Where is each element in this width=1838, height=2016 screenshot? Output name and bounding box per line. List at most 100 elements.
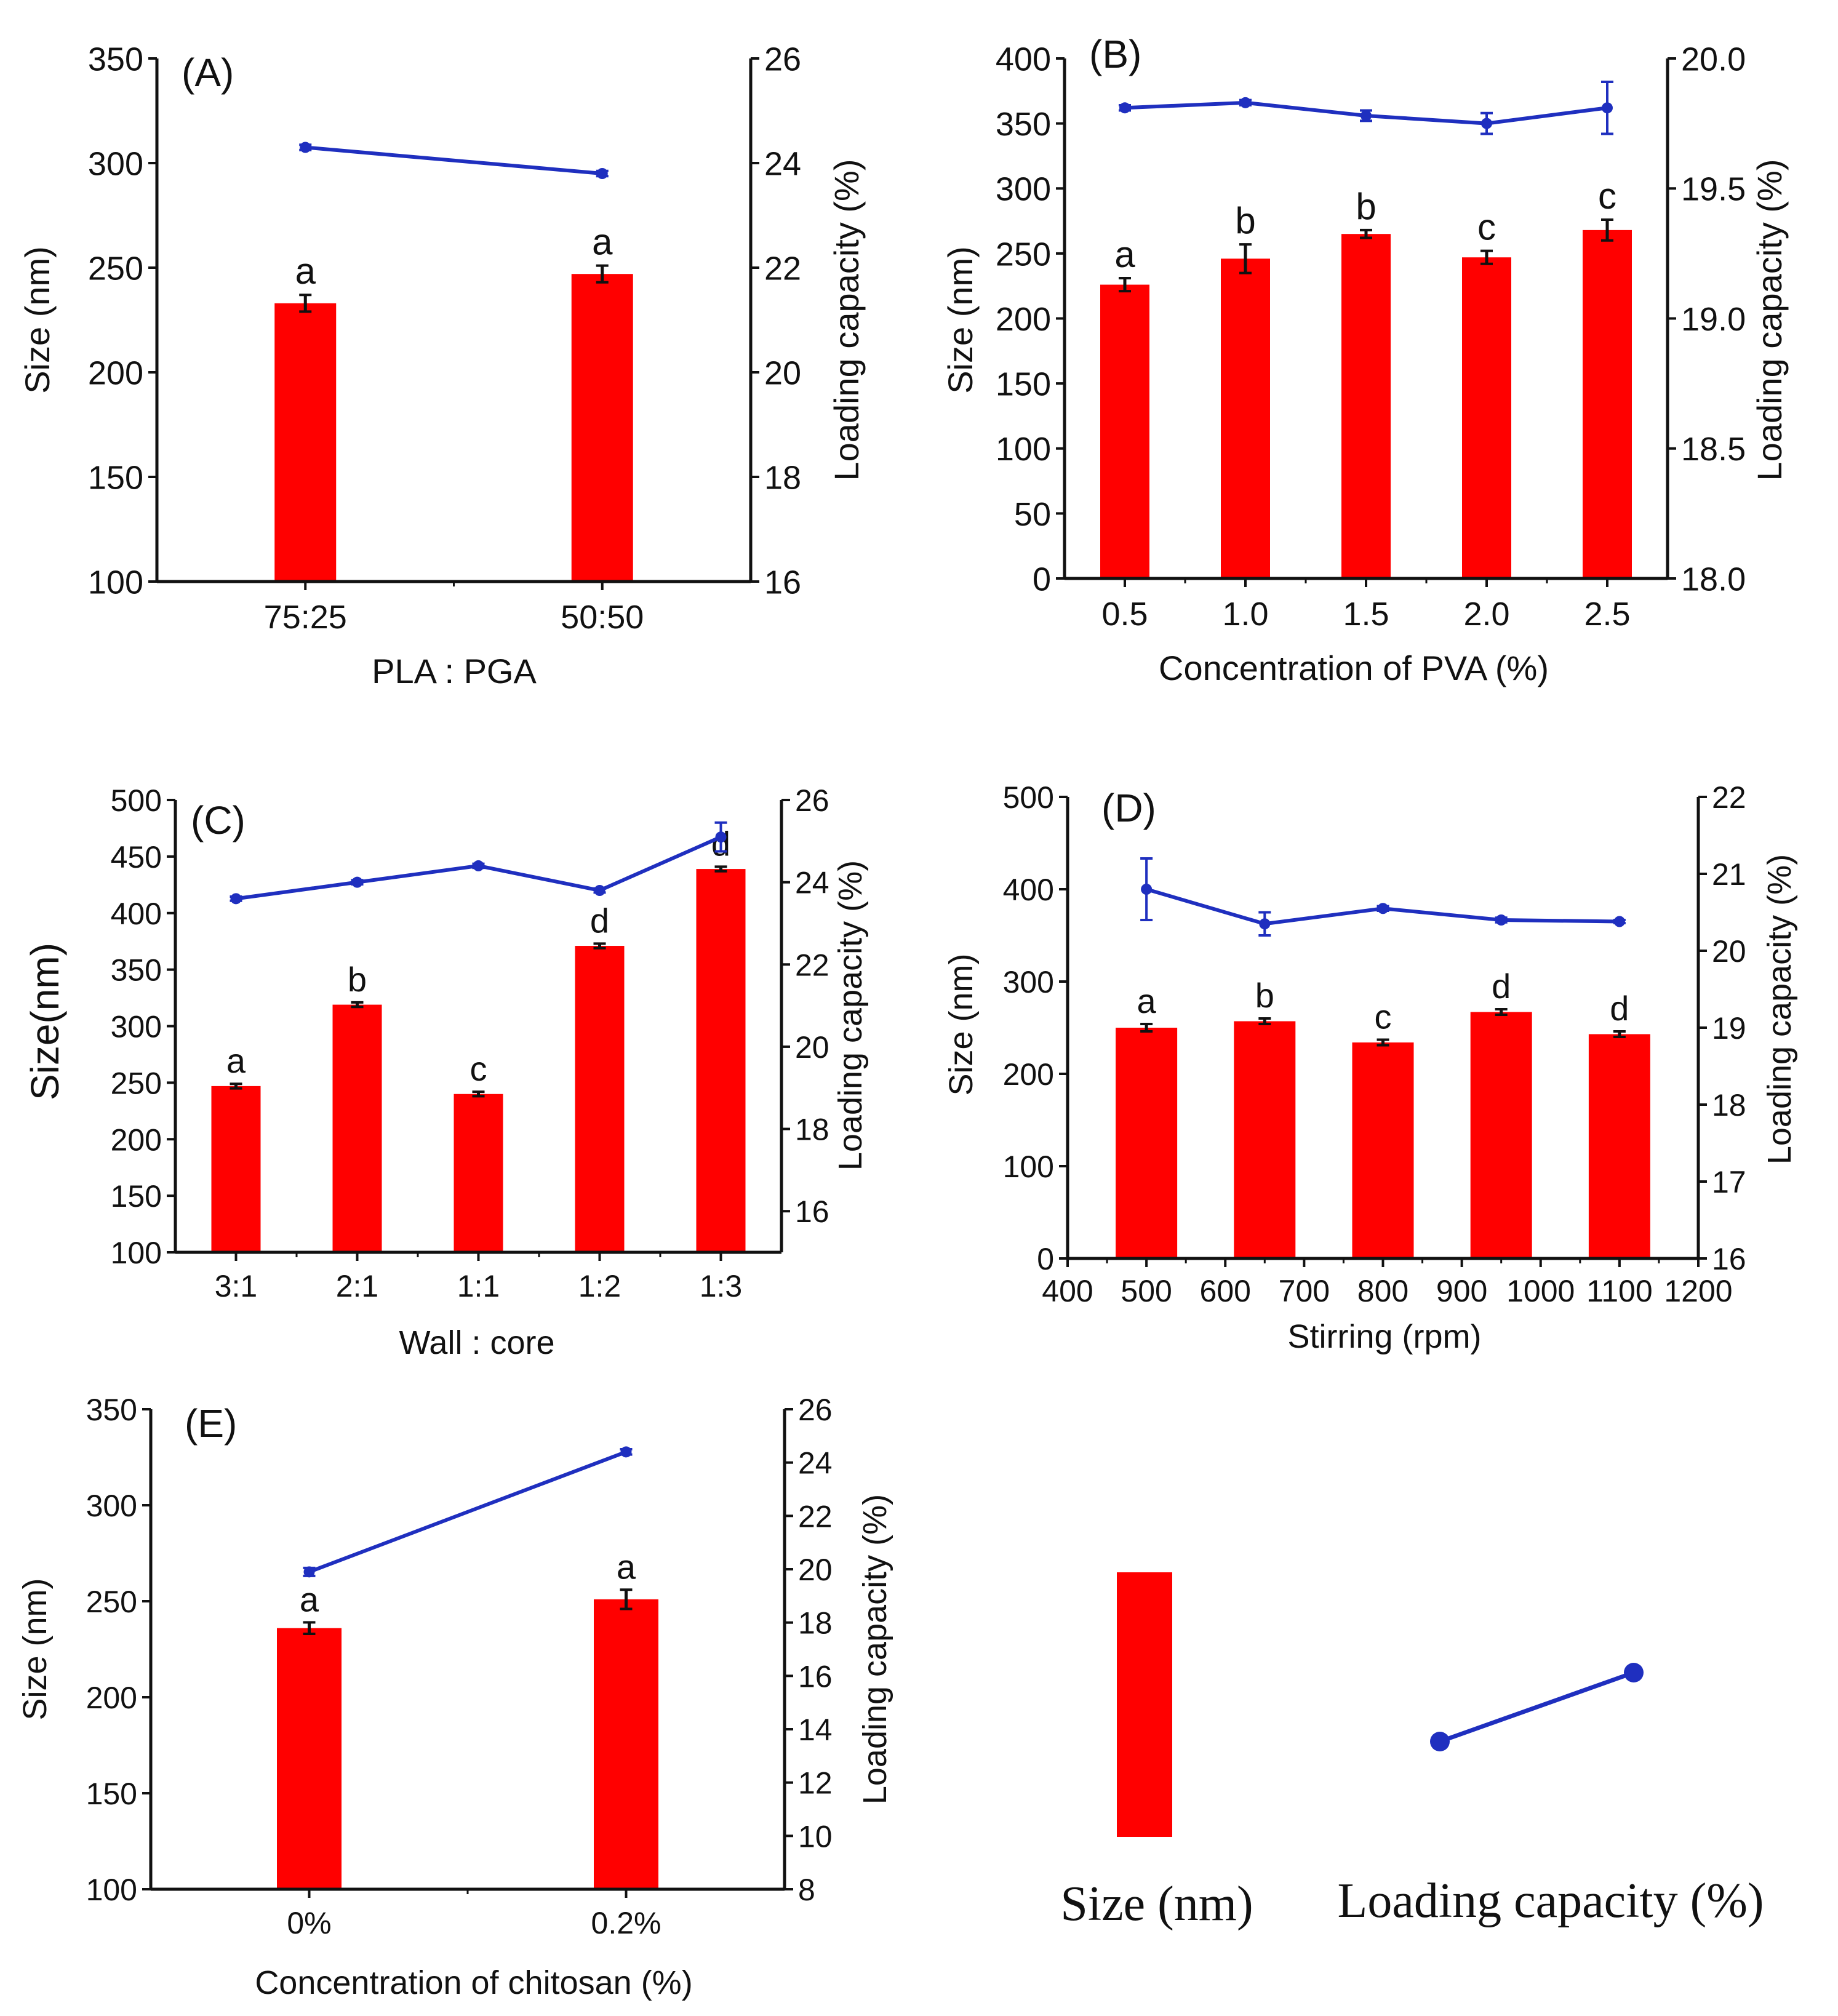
significance-letter: b bbox=[348, 960, 367, 999]
loading-capacity-point bbox=[300, 142, 311, 153]
x-tick-label: 2:1 bbox=[336, 1269, 379, 1303]
size-bar bbox=[274, 303, 337, 582]
legend-size-swatch bbox=[1117, 1572, 1172, 1837]
left-y-axis-title: Size (nm) bbox=[18, 246, 57, 394]
right-y-tick-label: 16 bbox=[764, 564, 801, 601]
left-y-tick-label: 300 bbox=[1003, 965, 1054, 999]
right-y-tick-label: 19 bbox=[1712, 1011, 1746, 1046]
legend-loading-label: Loading capacity (%) bbox=[1337, 1874, 1764, 1928]
right-y-tick-label: 22 bbox=[1712, 780, 1746, 815]
right-y-tick-label: 20 bbox=[764, 354, 801, 391]
left-y-tick-label: 300 bbox=[86, 1489, 137, 1523]
x-tick-label: 1:1 bbox=[457, 1269, 500, 1303]
x-axis-title: Concentration of PVA (%) bbox=[1159, 649, 1549, 687]
x-tick-label: 2.0 bbox=[1463, 596, 1509, 633]
size-bar bbox=[1221, 258, 1270, 578]
right-y-tick-label: 20 bbox=[1712, 934, 1746, 969]
left-y-tick-label: 100 bbox=[1003, 1150, 1054, 1184]
loading-capacity-point bbox=[1495, 914, 1507, 926]
x-axis-title: PLA : PGA bbox=[372, 652, 537, 690]
left-y-tick-label: 300 bbox=[88, 145, 143, 182]
x-tick-label: 50:50 bbox=[561, 599, 644, 636]
right-y-tick-label: 17 bbox=[1712, 1165, 1746, 1199]
significance-letter: d bbox=[1610, 989, 1629, 1028]
left-y-axis-title: Size (nm) bbox=[943, 953, 980, 1095]
right-y-tick-label: 22 bbox=[798, 1499, 833, 1534]
significance-letter: a bbox=[1137, 982, 1157, 1020]
left-y-tick-label: 500 bbox=[111, 783, 162, 818]
right-y-tick-label: 8 bbox=[798, 1873, 815, 1907]
significance-letter: b bbox=[1356, 186, 1376, 227]
x-tick-label: 0.5 bbox=[1101, 596, 1148, 633]
size-bar bbox=[1470, 1012, 1532, 1258]
left-y-tick-label: 400 bbox=[1003, 873, 1054, 907]
significance-letter: a bbox=[1114, 234, 1135, 275]
left-y-tick-label: 250 bbox=[111, 1066, 162, 1100]
loading-capacity-point bbox=[1602, 102, 1613, 114]
right-y-axis-title: Loading capacity (%) bbox=[832, 860, 869, 1170]
size-bar bbox=[1234, 1021, 1296, 1258]
significance-letter: a bbox=[295, 250, 316, 292]
right-y-tick-label: 14 bbox=[798, 1713, 833, 1747]
right-y-axis-title: Loading capacity (%) bbox=[1750, 159, 1789, 481]
right-y-tick-label: 20 bbox=[795, 1030, 829, 1065]
right-y-tick-label: 18 bbox=[795, 1113, 829, 1147]
left-y-tick-label: 50 bbox=[1014, 496, 1051, 533]
panel-label: (A) bbox=[182, 50, 234, 95]
significance-letter: c bbox=[470, 1049, 487, 1088]
left-y-axis-title: Size (nm) bbox=[17, 1578, 54, 1720]
panel-b: 0.5 1.0 1.5 2.0 2.5 a b b c c 0 50 100 150 200 250 300 35… bbox=[941, 32, 1789, 687]
left-y-tick-label: 250 bbox=[88, 250, 143, 287]
panel-label: (B) bbox=[1089, 32, 1141, 76]
left-y-tick-label: 400 bbox=[111, 897, 162, 931]
loading-capacity-line bbox=[305, 145, 603, 175]
x-tick-label: 1:2 bbox=[578, 1269, 621, 1303]
size-bar bbox=[594, 1599, 658, 1889]
panel-e: 0% 0.2% a a 100 150 200 250 300 350 8 10 12 14 16 18 20 2… bbox=[17, 1393, 893, 2001]
significance-letter: b bbox=[1235, 200, 1255, 241]
x-tick-label: 75:25 bbox=[264, 599, 347, 636]
left-y-tick-label: 0 bbox=[1033, 561, 1051, 598]
x-tick-label: 400 bbox=[1042, 1274, 1093, 1308]
right-y-tick-label: 18 bbox=[798, 1606, 833, 1641]
right-y-tick-label: 26 bbox=[798, 1393, 833, 1427]
size-bar bbox=[696, 869, 746, 1252]
left-y-axis-title: Size (nm) bbox=[941, 246, 980, 394]
left-y-tick-label: 100 bbox=[111, 1236, 162, 1270]
right-y-tick-label: 20.0 bbox=[1681, 41, 1746, 78]
right-y-tick-label: 18.0 bbox=[1681, 561, 1746, 598]
left-y-tick-label: 200 bbox=[88, 354, 143, 391]
right-y-tick-label: 22 bbox=[795, 948, 829, 982]
legend-size-label: Size (nm) bbox=[1060, 1877, 1253, 1931]
x-tick-label: 1200 bbox=[1664, 1274, 1732, 1308]
loading-capacity-point bbox=[1613, 916, 1625, 927]
left-y-tick-label: 350 bbox=[111, 953, 162, 988]
x-tick-label: 0.2% bbox=[591, 1906, 661, 1940]
left-y-tick-label: 500 bbox=[1003, 780, 1054, 815]
significance-letter: d bbox=[1492, 967, 1511, 1006]
x-axis-title: Wall : core bbox=[399, 1324, 554, 1361]
size-bar bbox=[1462, 257, 1511, 578]
x-axis-title: Concentration of chitosan (%) bbox=[255, 1964, 692, 2001]
right-y-axis-title: Loading capacity (%) bbox=[857, 1494, 893, 1804]
loading-capacity-point bbox=[351, 876, 363, 888]
x-tick-label: 600 bbox=[1200, 1274, 1251, 1308]
right-y-tick-label: 24 bbox=[764, 145, 801, 182]
panel-d: 400 500 600 700 800 900 1000 1100 1200 a b c d d 0 100 2… bbox=[943, 780, 1798, 1355]
left-y-axis-title: Size(nm) bbox=[23, 943, 67, 1100]
x-tick-label: 3:1 bbox=[215, 1269, 258, 1303]
left-y-tick-label: 200 bbox=[86, 1681, 137, 1715]
loading-capacity-point bbox=[1377, 903, 1389, 914]
right-y-tick-label: 24 bbox=[798, 1446, 833, 1481]
significance-letter: a bbox=[592, 222, 613, 263]
panel-a: 75:25 50:50 a a 100 150 200 250 300 350 16 18 20 22 24… bbox=[18, 41, 866, 690]
loading-capacity-point bbox=[620, 1446, 632, 1458]
right-y-tick-label: 12 bbox=[798, 1766, 833, 1801]
loading-capacity-point bbox=[303, 1566, 315, 1578]
significance-letter: b bbox=[1255, 976, 1274, 1015]
right-y-tick-label: 19.5 bbox=[1681, 171, 1746, 208]
right-y-tick-label: 18 bbox=[1712, 1088, 1746, 1122]
left-y-tick-label: 200 bbox=[111, 1122, 162, 1157]
